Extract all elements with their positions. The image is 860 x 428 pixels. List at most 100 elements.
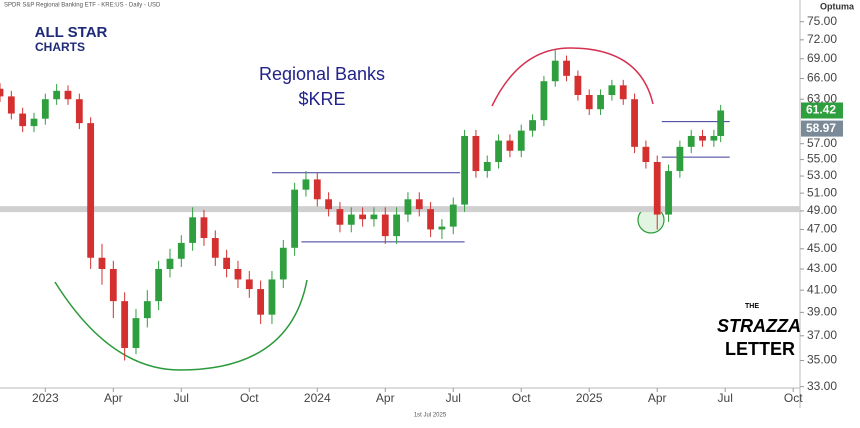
y-tick-label: 69.00 [807,51,837,65]
candle-body [245,279,253,290]
logo-bottom: CHARTS [35,40,85,54]
candle-body [234,268,242,280]
y-tick-label: 55.00 [807,152,837,166]
candle-body [540,81,548,121]
base-arc [54,279,308,371]
y-tick-label: 63.00 [807,91,837,105]
y-tick-label: 49.00 [807,203,837,217]
candle-body [529,120,536,131]
y-tick-label: 35.00 [807,353,837,367]
footer: 1st Jul 2025 [414,413,447,419]
candle-body [75,99,83,124]
y-tick-label: 41.00 [807,282,837,296]
candle-body [370,214,378,220]
candle-body [461,135,468,205]
candle-body [381,214,389,237]
candle-body [404,199,412,215]
y-tick-label: 33.00 [807,379,837,393]
candle-body [41,99,49,119]
candle-body [347,214,355,225]
candle-body [642,146,650,163]
candle-body [64,90,72,100]
candle-body [517,130,525,151]
candle-body [200,217,208,239]
candle-body [653,162,661,215]
candle-body [177,242,185,259]
candle-body [676,146,684,172]
y-tick-label: 37.00 [807,328,837,342]
y-tick-label: 51.00 [807,185,837,199]
candle-body [699,135,706,141]
x-tick-label: Oct [512,391,531,405]
candle-body [132,318,140,348]
x-tick-label: Jul [446,391,461,405]
sponsor-bottom: LETTER [725,339,795,359]
candle-body [597,94,604,110]
candle-body [98,257,106,269]
candle-body [415,199,423,210]
y-tick-label: 47.00 [807,222,837,236]
candle-body [665,171,672,215]
candle-body [551,60,559,82]
candle-body [687,135,695,147]
candle-body [563,60,570,76]
candle-body [574,75,582,95]
candle-body [631,99,638,147]
average-price-label-box [801,120,843,137]
y-tick-label: 53.00 [807,168,837,182]
candle-body [30,118,38,127]
candle-body [506,140,514,151]
x-tick-label: Apr [104,391,123,405]
y-tick-label: 39.00 [807,305,837,319]
y-tick-label: 66.00 [807,71,837,85]
candle-body [53,90,61,100]
candle-body [717,110,725,136]
y-tick-label: 72.00 [807,32,837,46]
candle-body [223,257,231,269]
x-tick-label: Oct [240,391,259,405]
x-tick-label: 2025 [576,391,603,405]
candle-body [7,96,15,114]
candle-body [268,279,276,315]
average-price-label: 58.97 [806,121,836,135]
candle-body [495,140,502,163]
y-tick-label: 57.00 [807,136,837,150]
x-tick-label: Jul [718,391,733,405]
top-arc [491,47,654,107]
y-tick-label: 45.00 [807,241,837,255]
header: SPDR S&P Regional Banking ETF - KRE:US -… [4,3,161,9]
candle-body [393,214,400,237]
candle-body [325,199,333,210]
x-tick-label: 2023 [32,391,59,405]
last-price-label: 61.42 [806,103,836,117]
sponsor-top: THE [745,303,759,310]
candle-body [87,123,95,258]
y-tick-label: 43.00 [807,261,837,275]
candle-body [585,94,593,110]
candle-body [483,162,491,172]
chart-subtitle: $KRE [298,89,345,109]
candle-body [121,301,129,348]
candle-body [143,301,151,319]
candle-body [438,226,446,230]
candle-body [109,268,117,302]
candle-body [211,238,219,258]
candle-body [291,189,299,248]
candle-body [449,204,457,227]
candle-body [166,258,174,269]
candle-body [359,214,367,220]
provider: Optuma [820,1,855,11]
x-tick-label: Apr [648,391,667,405]
candle-body [257,289,265,315]
sponsor-middle: STRAZZA [717,316,801,336]
candle-body [608,85,616,95]
candle-body [155,268,163,302]
candle-body [279,247,287,280]
x-tick-label: Jul [174,391,189,405]
y-tick-label: 75.00 [807,14,837,28]
candle-body [472,135,480,172]
candle-body [0,88,4,97]
x-tick-label: Apr [376,391,395,405]
x-tick-label: 2024 [304,391,331,405]
